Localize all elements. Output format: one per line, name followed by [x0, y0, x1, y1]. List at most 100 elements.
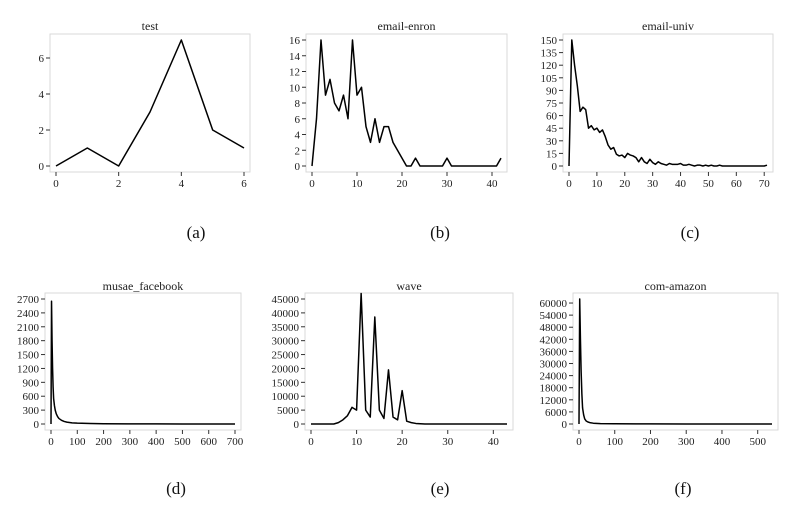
- x-tick-label: 20: [397, 436, 409, 448]
- y-tick-label: 105: [541, 73, 558, 85]
- y-tick-label: 2: [295, 145, 301, 157]
- y-tick-label: 14: [289, 51, 301, 63]
- x-tick-label: 200: [95, 436, 112, 448]
- x-tick-label: 300: [678, 436, 695, 448]
- y-tick-label: 60000: [540, 298, 568, 310]
- y-tick-label: 0: [562, 419, 568, 431]
- y-tick-label: 1200: [17, 363, 40, 375]
- x-tick-label: 2: [116, 178, 122, 190]
- series-line: [50, 300, 236, 425]
- subfigure-caption: (c): [681, 223, 700, 242]
- x-tick-label: 40: [487, 178, 499, 190]
- y-tick-label: 40000: [272, 308, 300, 320]
- x-tick-label: 30: [647, 178, 659, 190]
- y-tick-label: 30: [546, 136, 558, 148]
- x-tick-label: 600: [200, 436, 217, 448]
- x-tick-label: 500: [749, 436, 766, 448]
- plot-frame: [562, 33, 774, 173]
- x-tick-label: 20: [619, 178, 631, 190]
- x-tick-label: 4: [179, 178, 185, 190]
- y-tick-label: 1500: [17, 350, 40, 362]
- y-tick-label: 0: [294, 419, 300, 431]
- x-tick-label: 100: [606, 436, 623, 448]
- y-tick-label: 600: [23, 391, 40, 403]
- y-tick-label: 45: [546, 123, 558, 135]
- subplot-title: wave: [396, 279, 421, 293]
- subplot-title: com-amazon: [645, 279, 707, 293]
- x-tick-label: 30: [442, 436, 454, 448]
- y-tick-label: 2700: [17, 294, 40, 306]
- subplot-d: musae_facebook 0 100 200 300 400 500 600 700 0 300…: [17, 279, 244, 498]
- y-tick-label: 16: [289, 35, 301, 47]
- x-tick-label: 0: [48, 436, 54, 448]
- x-tick-label: 0: [309, 178, 315, 190]
- x-tick-label: 0: [566, 178, 572, 190]
- y-tick-label: 4: [39, 89, 45, 101]
- y-tick-label: 0: [39, 161, 45, 173]
- x-tick-label: 10: [351, 436, 363, 448]
- x-tick-label: 60: [731, 178, 743, 190]
- y-tick-label: 30000: [540, 359, 568, 371]
- subfigure-caption: (f): [675, 479, 692, 498]
- x-tick-label: 500: [174, 436, 191, 448]
- x-tick-label: 6: [241, 178, 247, 190]
- y-tick-label: 8: [295, 98, 301, 110]
- x-tick-label: 0: [576, 436, 582, 448]
- y-tick-label: 2400: [17, 308, 40, 320]
- x-tick-label: 70: [759, 178, 771, 190]
- y-tick-label: 35000: [272, 322, 300, 334]
- y-tick-label: 75: [546, 98, 558, 110]
- x-tick-label: 50: [703, 178, 715, 190]
- y-tick-label: 90: [546, 85, 558, 97]
- subplot-b: email-enron 0 10 20 30 40 0 2 4 6 8 10 12 14 16 (b): [289, 19, 508, 242]
- x-tick-label: 400: [148, 436, 165, 448]
- y-tick-label: 36000: [540, 346, 568, 358]
- subfigure-caption: (a): [187, 223, 206, 242]
- y-tick-label: 5000: [277, 405, 300, 417]
- y-tick-label: 25000: [272, 350, 300, 362]
- y-tick-label: 0: [295, 161, 301, 173]
- y-tick-label: 120: [541, 60, 558, 72]
- x-tick-label: 700: [227, 436, 244, 448]
- x-tick-label: 10: [352, 178, 364, 190]
- subfigure-caption: (b): [430, 223, 450, 242]
- y-tick-label: 4: [295, 130, 301, 142]
- y-tick-label: 12: [289, 67, 300, 79]
- series-line: [568, 39, 768, 167]
- subplot-title: test: [142, 19, 159, 33]
- y-tick-label: 20000: [272, 363, 300, 375]
- y-tick-label: 54000: [540, 310, 568, 322]
- y-tick-label: 15000: [272, 377, 300, 389]
- y-tick-label: 2100: [17, 322, 40, 334]
- series-line: [55, 39, 245, 167]
- plot-frame: [49, 33, 251, 173]
- y-tick-label: 300: [23, 405, 40, 417]
- y-tick-label: 12000: [540, 395, 568, 407]
- subfigure-caption: (e): [431, 479, 450, 498]
- y-tick-label: 6000: [545, 407, 568, 419]
- y-tick-label: 0: [34, 419, 40, 431]
- y-tick-label: 45000: [272, 294, 300, 306]
- y-tick-label: 135: [541, 48, 558, 60]
- x-tick-label: 200: [642, 436, 659, 448]
- y-tick-label: 2: [39, 125, 45, 137]
- subplot-a: test 0 2 4 6 0 2 4 6 (a): [39, 19, 251, 242]
- subplot-title: email-enron: [378, 19, 436, 33]
- y-tick-label: 0: [552, 161, 558, 173]
- x-tick-label: 400: [714, 436, 731, 448]
- plot-frame: [305, 33, 508, 173]
- y-tick-label: 150: [541, 35, 558, 47]
- x-tick-label: 40: [675, 178, 687, 190]
- subplot-title: email-univ: [642, 19, 694, 33]
- y-tick-label: 48000: [540, 322, 568, 334]
- x-tick-label: 0: [53, 178, 59, 190]
- x-tick-label: 300: [122, 436, 139, 448]
- x-tick-label: 30: [442, 178, 454, 190]
- x-tick-label: 10: [591, 178, 603, 190]
- series-line: [311, 39, 502, 167]
